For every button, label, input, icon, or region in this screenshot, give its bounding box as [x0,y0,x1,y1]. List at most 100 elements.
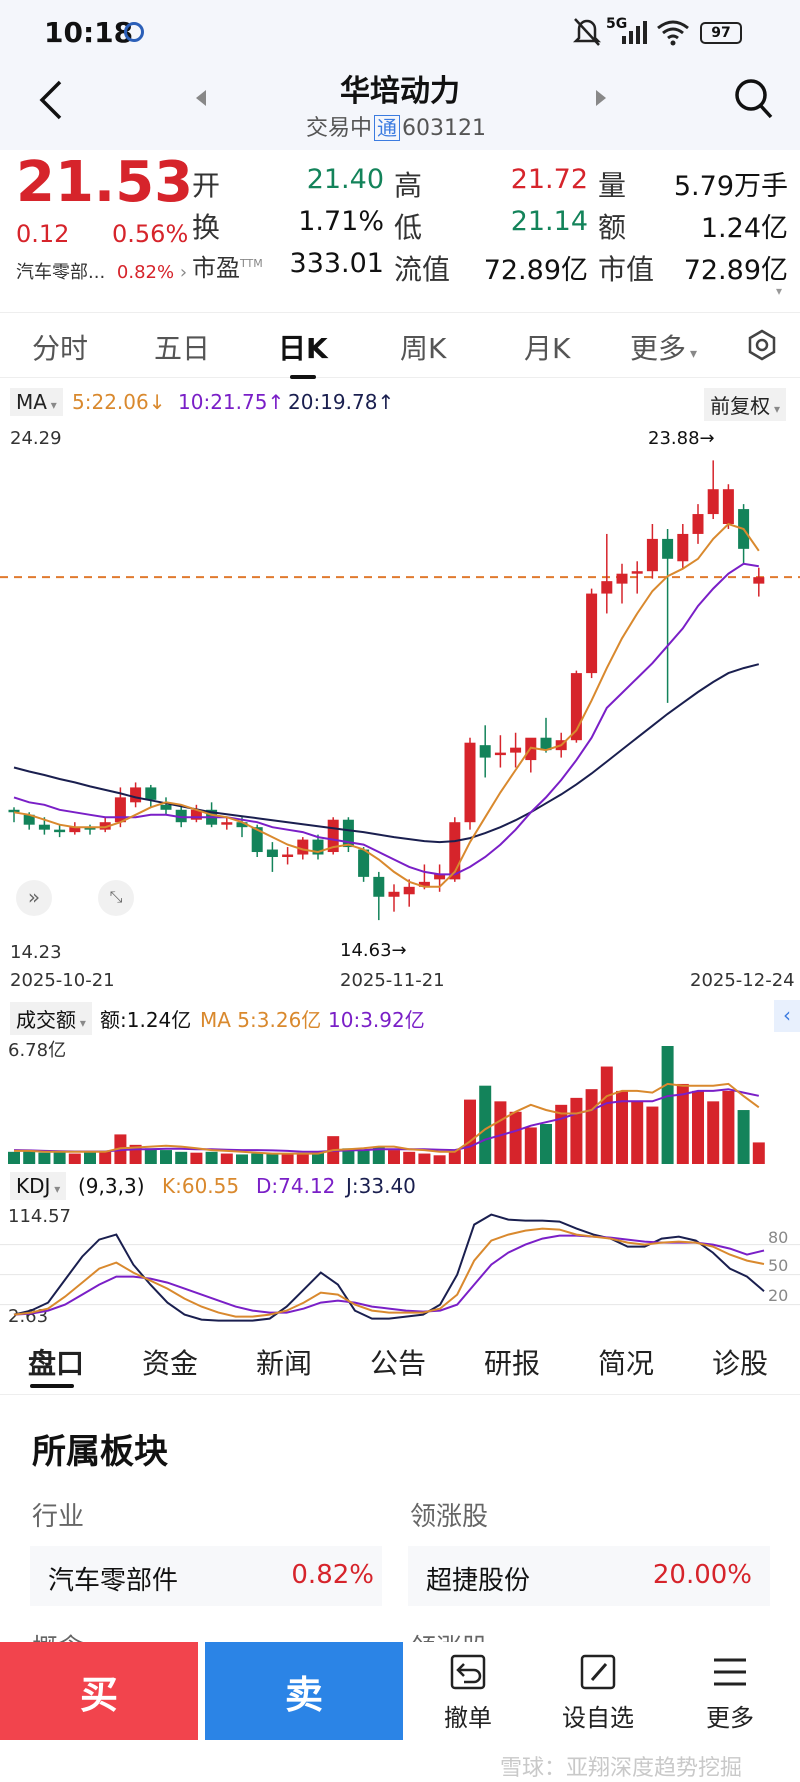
tab-order-book[interactable]: 盘口 [28,1347,85,1380]
volume-bar [236,1154,248,1164]
chart-settings-icon[interactable] [746,329,778,365]
volume-bar [8,1151,20,1164]
volume-bar [388,1150,400,1164]
volume-bar [737,1110,750,1164]
candle-body [236,822,248,828]
volume-bar [220,1153,233,1164]
amount-label: 额 [598,211,627,244]
adjust-selector[interactable]: 前复权 ▾ [704,388,786,421]
cancel-order-label: 撤单 [444,1704,492,1732]
tab-more[interactable]: 更多 ▾ [630,332,698,365]
tab-weekly-k[interactable]: 周K [400,332,447,365]
leader-row[interactable]: 超捷股份 20.00% [408,1546,770,1606]
sell-button[interactable]: 卖 [205,1642,403,1740]
leader-label: 领涨股 [410,1502,489,1532]
candle-body [586,593,598,674]
candle-body [342,819,354,848]
candle-body [160,804,172,810]
tab-daily-k[interactable]: 日K [278,327,328,379]
back-icon[interactable] [36,78,66,126]
ma10-line [13,562,759,876]
ma5-line [13,522,760,888]
status-bar: 10:18 5G 97 [0,0,800,64]
ma-selector[interactable]: MA ▾ [10,388,63,416]
volume-bar [585,1089,598,1164]
ma5-value: 5:22.06↓ [72,390,166,414]
market-cap-value: 72.89亿 [683,255,788,286]
tab-capital[interactable]: 资金 [142,1347,199,1380]
kdj-selector[interactable]: KDJ ▾ [10,1172,67,1200]
float-cap-value: 72.89亿 [483,255,588,286]
date-start: 2025-10-21 [10,970,115,991]
ma10-value: 10:21.75↑ [178,390,285,414]
kdj-20-label: 20 [768,1286,789,1305]
dropdown-icon: ▾ [690,346,698,362]
kdj-chart[interactable] [0,1204,800,1330]
fullscreen-icon[interactable]: ⤡ [98,880,134,916]
add-watchlist-label: 设自选 [562,1704,634,1732]
signal-icon [622,20,650,48]
add-watchlist-button[interactable]: 设自选 [548,1652,648,1733]
volume-indicator-selector[interactable]: 成交额 ▾ [10,1002,92,1035]
candlestick-chart[interactable] [0,420,800,960]
volume-bar [251,1153,264,1164]
tab-diagnosis[interactable]: 诊股 [712,1347,769,1380]
cancel-order-button[interactable]: 撤单 [418,1652,518,1733]
kdj-d-line [13,1234,765,1316]
tab-research[interactable]: 研报 [484,1347,541,1380]
candle-body [418,881,430,887]
volume-bar [631,1101,644,1164]
next-stock-icon[interactable] [594,88,608,112]
ma20-value: 20:19.78↑ [288,390,395,414]
search-icon[interactable] [734,78,774,124]
more-label: 更多 [706,1704,754,1732]
sector-link[interactable]: 汽车零部... 0.82% › [16,258,187,284]
volume-bar [509,1111,522,1164]
industry-row[interactable]: 汽车零部件 0.82% [30,1546,382,1606]
undo-icon [450,1654,486,1690]
wifi-icon [656,18,690,50]
volume-bar [312,1152,324,1164]
tab-intraday[interactable]: 分时 [32,332,89,365]
candle-body [54,829,66,833]
ma20-line [13,663,760,844]
candle-body [282,854,294,857]
volume-bar [707,1101,720,1164]
volume-bar [479,1085,492,1164]
battery-icon: 97 [700,22,742,44]
prev-stock-icon[interactable] [194,88,208,112]
tab-monthly-k[interactable]: 月K [524,332,571,365]
volume-chart[interactable] [0,1036,800,1166]
float-cap-label: 流值 [394,253,451,286]
candle-body [722,489,734,524]
candle-body [266,849,278,857]
candle-body [38,824,50,830]
collapse-icon[interactable]: » [16,880,52,916]
tab-news[interactable]: 新闻 [256,1347,313,1380]
kdj-j-line [13,1213,765,1322]
candle-body [464,742,476,823]
chevron-right-icon: › [179,262,188,283]
ma-legend: MA ▾ 5:22.06↓ 10:21.75↑ 20:19.78↑ 前复权 ▾ [10,386,790,421]
volume-bar [600,1066,613,1164]
industry-name: 汽车零部件 [48,1566,179,1596]
status-time: 10:18 [44,16,134,49]
candle-body [312,839,324,855]
tab-five-day[interactable]: 五日 [154,332,211,365]
volume-bar [646,1106,659,1164]
side-panel-toggle-icon[interactable]: ‹ [774,1000,800,1032]
volume-bar [616,1090,628,1164]
expand-chevron-icon[interactable]: ▾ [776,284,783,298]
stock-name: 华培动力 [340,74,460,109]
candle-body [753,577,765,584]
tab-profile[interactable]: 简况 [598,1347,655,1380]
more-button[interactable]: 更多 [680,1652,780,1733]
app-notification-icon [124,22,144,42]
volume-value: 5.79万手 [673,171,788,202]
buy-button[interactable]: 买 [0,1642,198,1740]
candle-body [692,514,704,534]
open-label: 开 [192,169,221,202]
volume-ma5: MA 5:3.26亿 [200,1008,322,1032]
tab-announcements[interactable]: 公告 [370,1347,427,1380]
y-min-label: 14.23 [10,942,62,963]
